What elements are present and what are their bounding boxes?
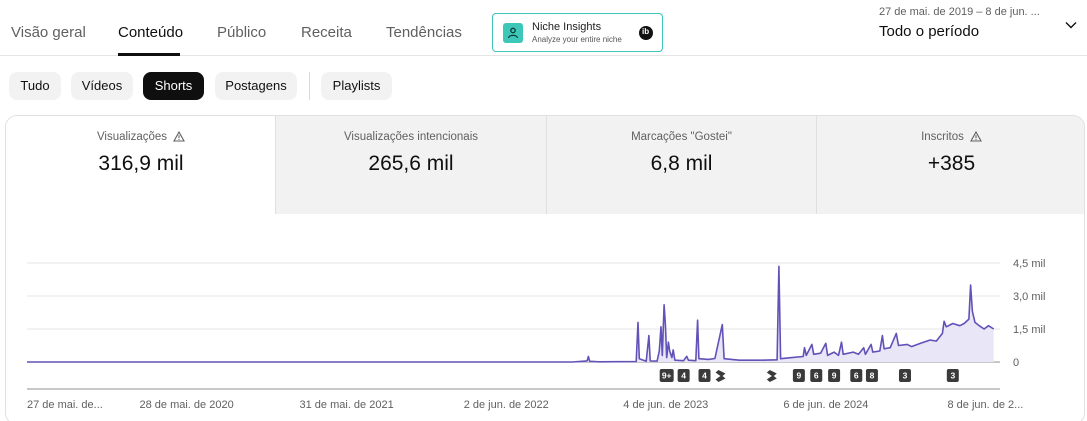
metric-label: Visualizações intencionais <box>343 131 479 143</box>
series-line <box>27 265 995 363</box>
shorts-icon-glyph <box>766 370 777 382</box>
upload-marker <box>865 369 878 382</box>
tab-visao-geral[interactable]: Visão geral <box>11 24 86 41</box>
metric-visualizacoes-intencionais[interactable]: Visualizações intencionais 265,6 mil <box>275 116 546 214</box>
upload-marker-label: 6 <box>854 371 859 381</box>
series-area <box>27 266 994 362</box>
upload-marker-label: 3 <box>950 371 955 381</box>
upload-marker-label: 9 <box>797 371 802 381</box>
chip-tudo[interactable]: Tudo <box>9 72 61 100</box>
metric-inscritos[interactable]: Inscritos +385 <box>816 116 1084 214</box>
tab-receita[interactable]: Receita <box>301 24 352 41</box>
metric-label: Marcações "Gostei" <box>631 131 732 143</box>
tab-conteudo[interactable]: Conteúdo <box>118 24 184 41</box>
upload-marker <box>659 369 674 382</box>
active-tab-indicator <box>118 53 180 56</box>
upload-marker-label: 9 <box>832 371 837 381</box>
metric-value: 316,9 mil <box>98 152 184 175</box>
upload-marker-label: 9+ <box>662 371 672 381</box>
date-range-label: 27 de mai. de 2019 – 8 de jun. ... <box>879 6 1040 18</box>
x-tick-label: 4 de jun. de 2023 <box>623 399 708 411</box>
upload-marker <box>677 369 690 382</box>
chip-postagens[interactable]: Postagens <box>215 72 297 100</box>
niche-subtitle: Analyze your entire niche <box>532 35 622 44</box>
warning-icon <box>969 131 982 142</box>
niche-logo-icon <box>503 23 523 43</box>
metric-visualizacoes[interactable]: Visualizações 316,9 mil <box>6 116 276 214</box>
metric-value: 6,8 mil <box>650 152 713 175</box>
upload-marker-label: 3 <box>903 371 908 381</box>
top-tabs: Visão geral Conteúdo Público Receita Ten… <box>0 0 1087 56</box>
metric-value: +385 <box>927 152 976 175</box>
warning-icon <box>173 131 185 142</box>
y-tick-label: 1,5 mil <box>1013 324 1045 336</box>
shorts-icon-glyph <box>715 370 726 382</box>
chip-shorts[interactable]: Shorts <box>143 72 204 100</box>
chip-playlists[interactable]: Playlists <box>321 72 392 100</box>
metric-label: Inscritos <box>921 131 964 143</box>
upload-marker <box>828 369 841 382</box>
y-tick-label: 0 <box>1013 357 1019 369</box>
chip-divider <box>309 72 310 100</box>
metric-marcacoes-gostei[interactable]: Marcações "Gostei" 6,8 mil <box>546 116 816 214</box>
niche-insights-button[interactable]: Niche Insights Analyze your entire niche… <box>492 13 663 52</box>
upload-marker <box>946 369 959 382</box>
metric-label: Visualizações <box>96 131 168 143</box>
x-tick-label: 31 de mai. de 2021 <box>300 399 394 411</box>
shorts-icon <box>766 370 777 382</box>
metric-value: 265,6 mil <box>368 152 454 175</box>
upload-marker-label: 4 <box>681 371 686 381</box>
upload-marker <box>850 369 863 382</box>
y-tick-label: 4,5 mil <box>1013 258 1045 270</box>
tab-tendencias[interactable]: Tendências <box>386 24 462 41</box>
upload-marker <box>698 369 711 382</box>
period-selector[interactable]: Todo o período <box>879 23 980 40</box>
x-tick-label: 27 de mai. de... <box>27 399 103 411</box>
chip-videos[interactable]: Vídeos <box>71 72 133 100</box>
x-tick-label: 28 de mai. de 2020 <box>140 399 234 411</box>
upload-marker <box>898 369 911 382</box>
upload-marker <box>792 369 805 382</box>
upload-marker-label: 8 <box>870 371 875 381</box>
tab-publico[interactable]: Público <box>217 24 267 41</box>
x-tick-label: 8 de jun. de 2... <box>948 399 1024 411</box>
upload-marker <box>810 369 823 382</box>
x-tick-label: 6 de jun. de 2024 <box>783 399 868 411</box>
x-tick-label: 2 de jun. de 2022 <box>464 399 549 411</box>
upload-marker-label: 4 <box>702 371 707 381</box>
chevron-down-icon[interactable] <box>1063 17 1079 33</box>
y-tick-label: 3,0 mil <box>1013 291 1045 303</box>
upload-marker-label: 6 <box>814 371 819 381</box>
close-icon[interactable]: ib <box>639 26 653 40</box>
niche-title: Niche Insights <box>532 21 602 33</box>
shorts-icon <box>715 370 726 382</box>
